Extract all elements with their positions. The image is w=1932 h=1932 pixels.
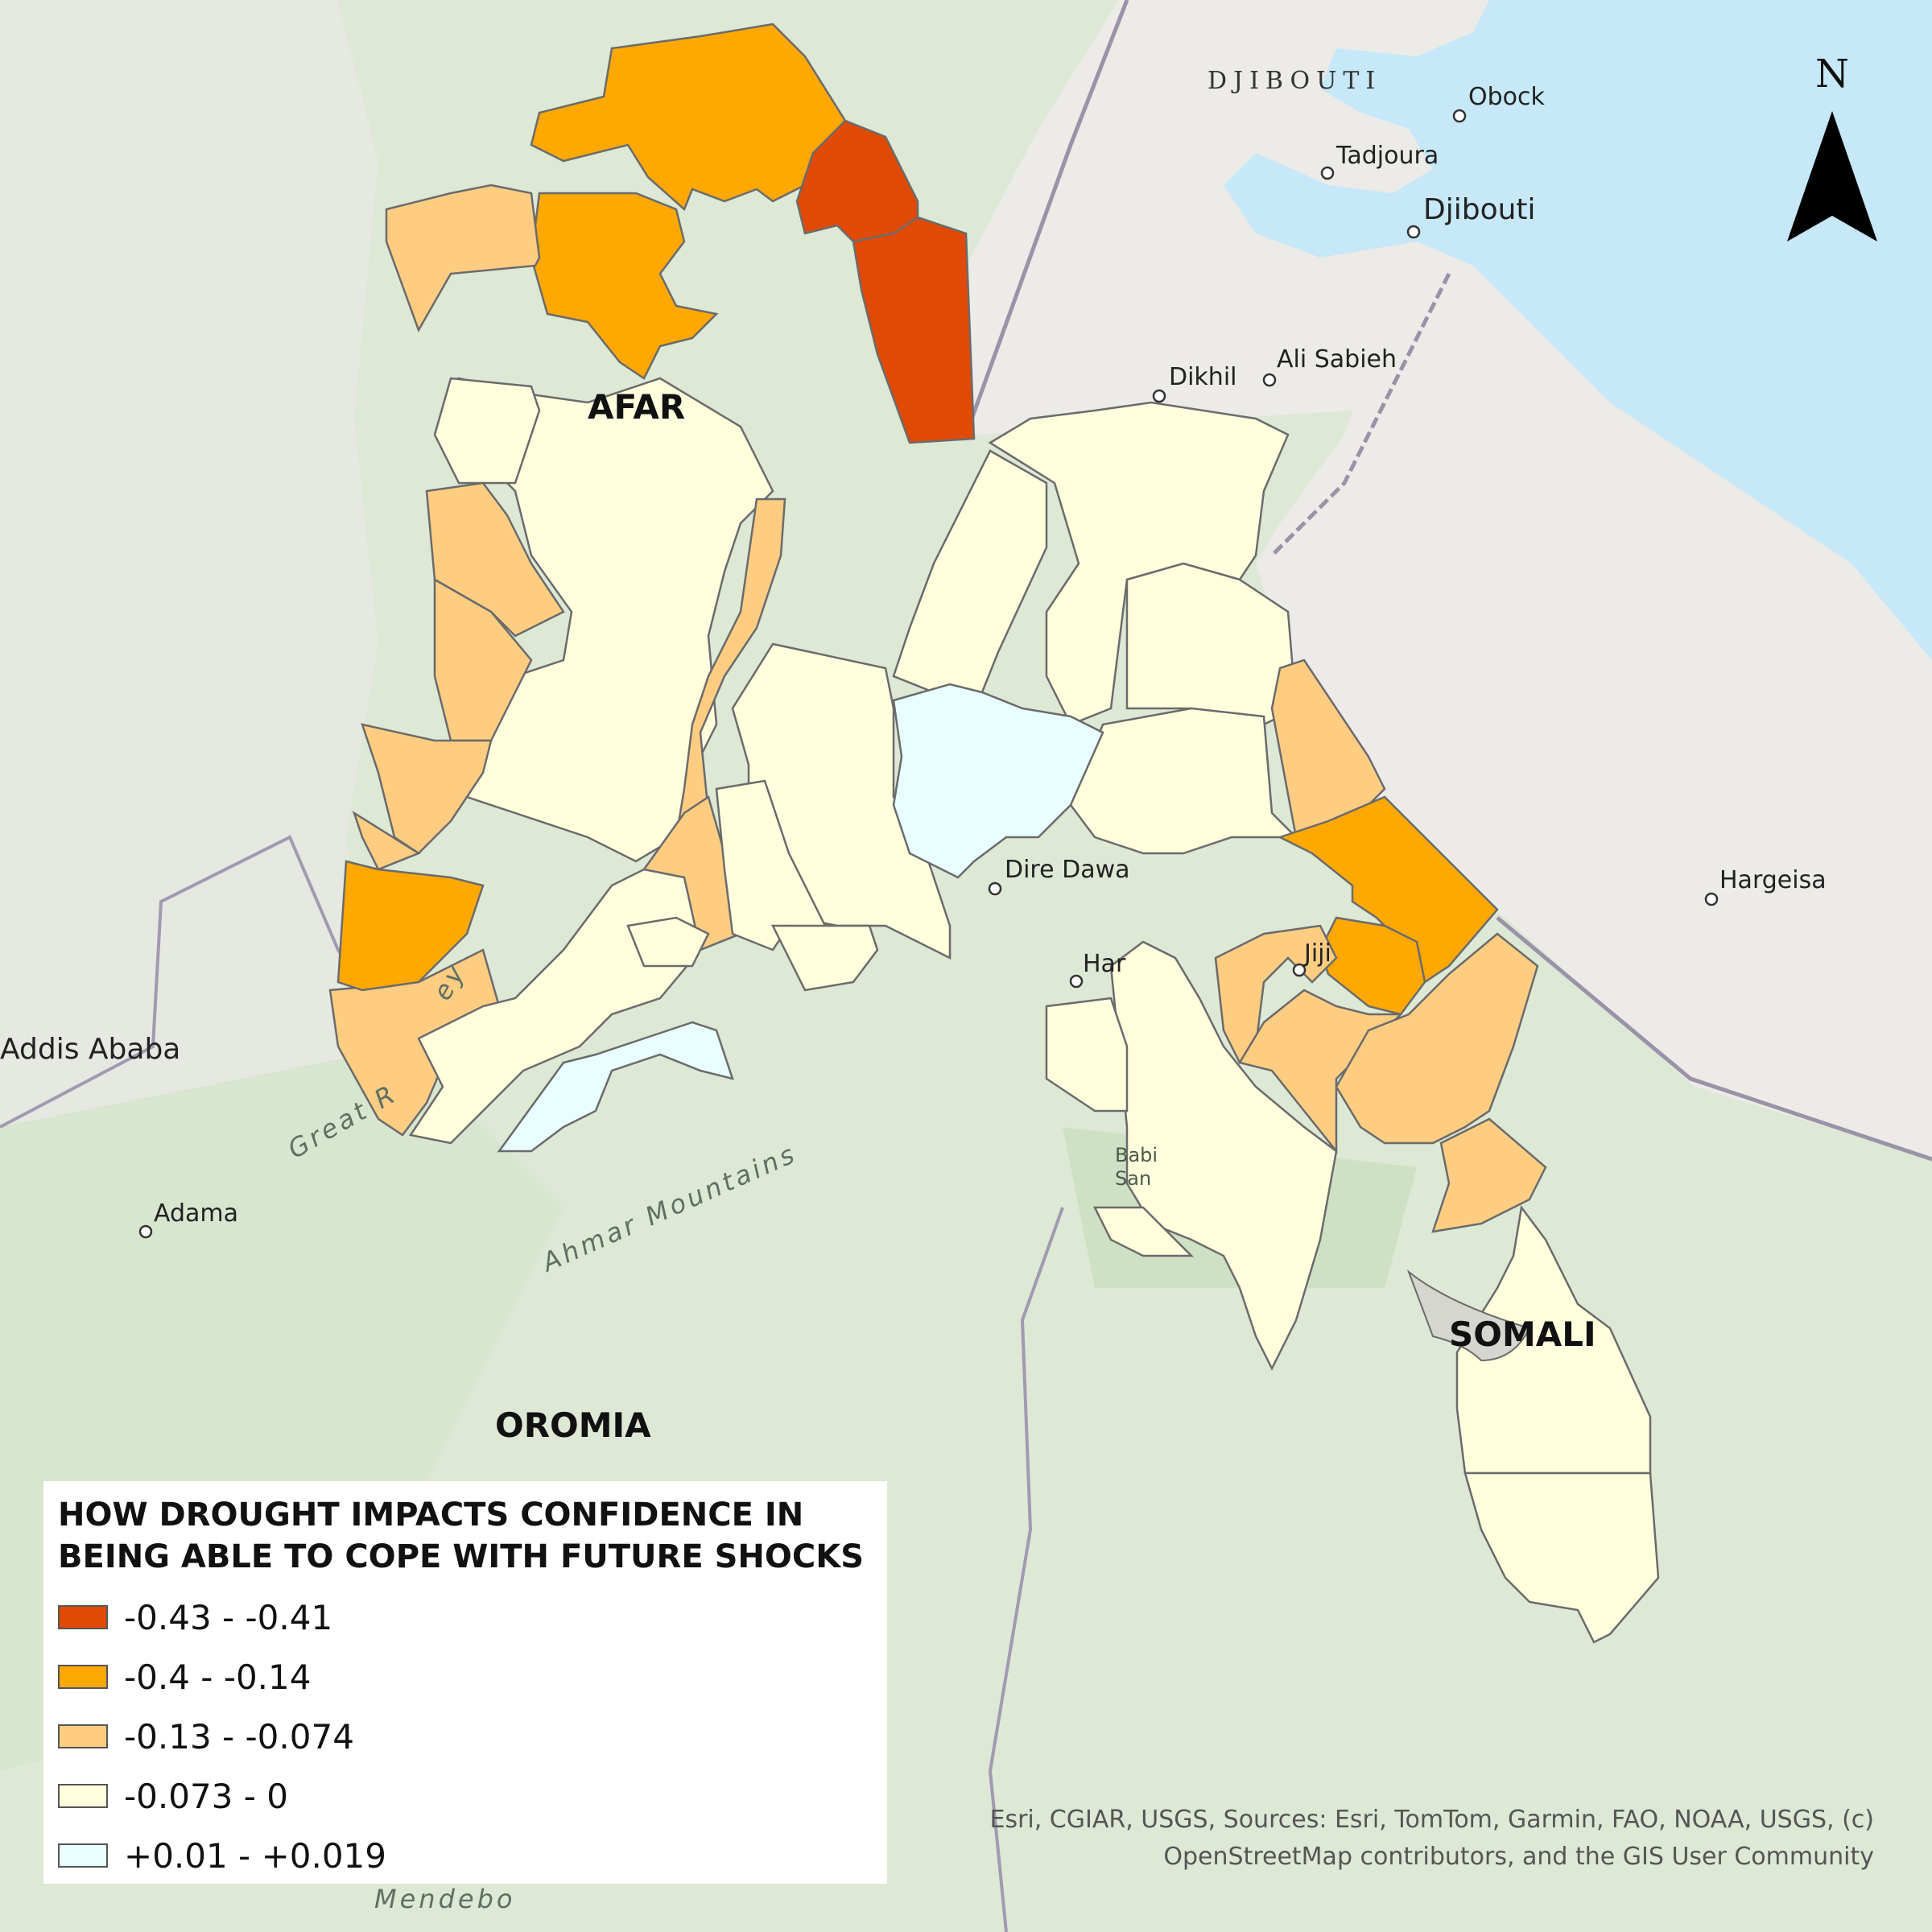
- legend-swatch: [58, 1843, 108, 1868]
- district-polygon[interactable]: [408, 868, 702, 1145]
- legend-label: -0.43 - -0.41: [124, 1597, 333, 1637]
- place-label-addis-ababa: Addis Ababa: [0, 1033, 180, 1066]
- place-label-adama: Adama: [154, 1199, 238, 1228]
- legend-swatch: [58, 1724, 108, 1748]
- legend-label: +0.01 - +0.019: [124, 1835, 386, 1876]
- legend-label: -0.4 - -0.14: [124, 1657, 312, 1697]
- legend-item: -0.43 - -0.41: [58, 1587, 873, 1647]
- legend-label: -0.13 - -0.074: [124, 1716, 354, 1757]
- district-polygon[interactable]: [1214, 924, 1338, 1065]
- district-polygon[interactable]: [852, 216, 976, 444]
- city-dot-djibouti[interactable]: [1406, 225, 1421, 239]
- city-dot-dikhil[interactable]: [1152, 389, 1166, 403]
- district-polygon[interactable]: [1092, 1206, 1195, 1257]
- place-label-babile: Babi: [1115, 1144, 1158, 1166]
- border-line: [1270, 272, 1451, 557]
- district-polygon[interactable]: [770, 924, 879, 992]
- border-line: [964, 0, 1129, 436]
- attribution-line-1: Esri, CGIAR, USGS, Sources: Esri, TomTom…: [989, 1806, 1874, 1834]
- place-label-hargeisa: Hargeisa: [1719, 866, 1827, 894]
- place-label-tadjoura: Tadjoura: [1335, 142, 1439, 170]
- legend-swatch: [58, 1784, 108, 1808]
- city-dot-dire-dawa[interactable]: [988, 881, 1002, 896]
- place-label-dikhil: Dikhil: [1169, 363, 1237, 391]
- highland-terrain: [0, 0, 378, 1127]
- border-line: [1496, 916, 1932, 1162]
- district-polygon[interactable]: [530, 23, 847, 212]
- district-polygon[interactable]: [361, 723, 493, 855]
- place-label-obock: Obock: [1468, 83, 1546, 111]
- city-dot-ali-sabieh[interactable]: [1262, 373, 1277, 387]
- district-polygon[interactable]: [892, 683, 1104, 879]
- north-arrow-icon: [1787, 111, 1877, 242]
- country-label-djibouti: DJIBOUTI: [1208, 67, 1381, 95]
- place-label-djibouti: Djibouti: [1423, 193, 1536, 226]
- district-polygon[interactable]: [1238, 989, 1404, 1154]
- legend-swatch: [58, 1665, 108, 1689]
- legend-item: -0.13 - -0.074: [58, 1707, 873, 1766]
- north-arrow-letter: N: [1815, 52, 1849, 97]
- attribution-line-2: OpenStreetMap contributors, and the GIS …: [1163, 1843, 1874, 1871]
- city-dot-adama[interactable]: [138, 1224, 153, 1239]
- place-label-dire-dawa: Dire Dawa: [1005, 856, 1130, 884]
- district-polygon[interactable]: [433, 377, 541, 485]
- map-attribution: Esri, CGIAR, USGS, Sources: Esri, TomTom…: [989, 1802, 1874, 1876]
- north-arrow: N: [1787, 52, 1877, 242]
- district-polygon[interactable]: [626, 916, 710, 968]
- legend-items: -0.43 - -0.41 -0.4 - -0.14 -0.13 - -0.07…: [58, 1587, 873, 1885]
- legend-title: HOW DROUGHT IMPACTS CONFIDENCE IN BEING …: [58, 1496, 865, 1575]
- sea: [1224, 0, 1932, 660]
- place-label-babile-2: San: [1115, 1167, 1151, 1190]
- city-dot-hargeisa[interactable]: [1704, 892, 1719, 906]
- city-dot-harar[interactable]: [1069, 974, 1084, 989]
- region-label-somali: SOMALI: [1449, 1315, 1596, 1354]
- district-polygon[interactable]: [1431, 1117, 1547, 1233]
- district-polygon[interactable]: [497, 1021, 734, 1153]
- legend-label: -0.073 - 0: [124, 1776, 288, 1816]
- district-polygon[interactable]: [530, 192, 719, 380]
- legend-item: +0.01 - +0.019: [58, 1826, 873, 1885]
- district-polygon[interactable]: [336, 860, 485, 992]
- place-label-harar: Har: [1083, 950, 1126, 978]
- city-dot-jijiga[interactable]: [1292, 963, 1307, 977]
- place-label-jijiga: Jiji: [1302, 939, 1331, 968]
- place-label-ali-sabieh: Ali Sabieh: [1277, 345, 1397, 374]
- district-polygon[interactable]: [1045, 997, 1129, 1113]
- map-legend: HOW DROUGHT IMPACTS CONFIDENCE IN BEING …: [43, 1481, 887, 1884]
- city-dot-tadjoura[interactable]: [1320, 166, 1335, 180]
- district-polygon[interactable]: [1463, 1472, 1660, 1644]
- legend-item: -0.4 - -0.14: [58, 1647, 873, 1707]
- place-label-mendebo: Mendebo: [374, 1884, 515, 1914]
- district-polygon[interactable]: [1069, 707, 1305, 855]
- district-polygon[interactable]: [1335, 932, 1539, 1145]
- district-polygon[interactable]: [433, 577, 533, 742]
- region-label-oromia: OROMIA: [495, 1406, 651, 1445]
- legend-swatch: [58, 1605, 108, 1629]
- town-area: [1406, 1269, 1531, 1362]
- region-label-afar: AFAR: [588, 387, 685, 427]
- district-polygon[interactable]: [385, 184, 541, 332]
- city-markers: [138, 109, 1719, 1239]
- region-border: [988, 1207, 1064, 1932]
- legend-item: -0.073 - 0: [58, 1766, 873, 1826]
- city-dot-obock[interactable]: [1452, 109, 1467, 123]
